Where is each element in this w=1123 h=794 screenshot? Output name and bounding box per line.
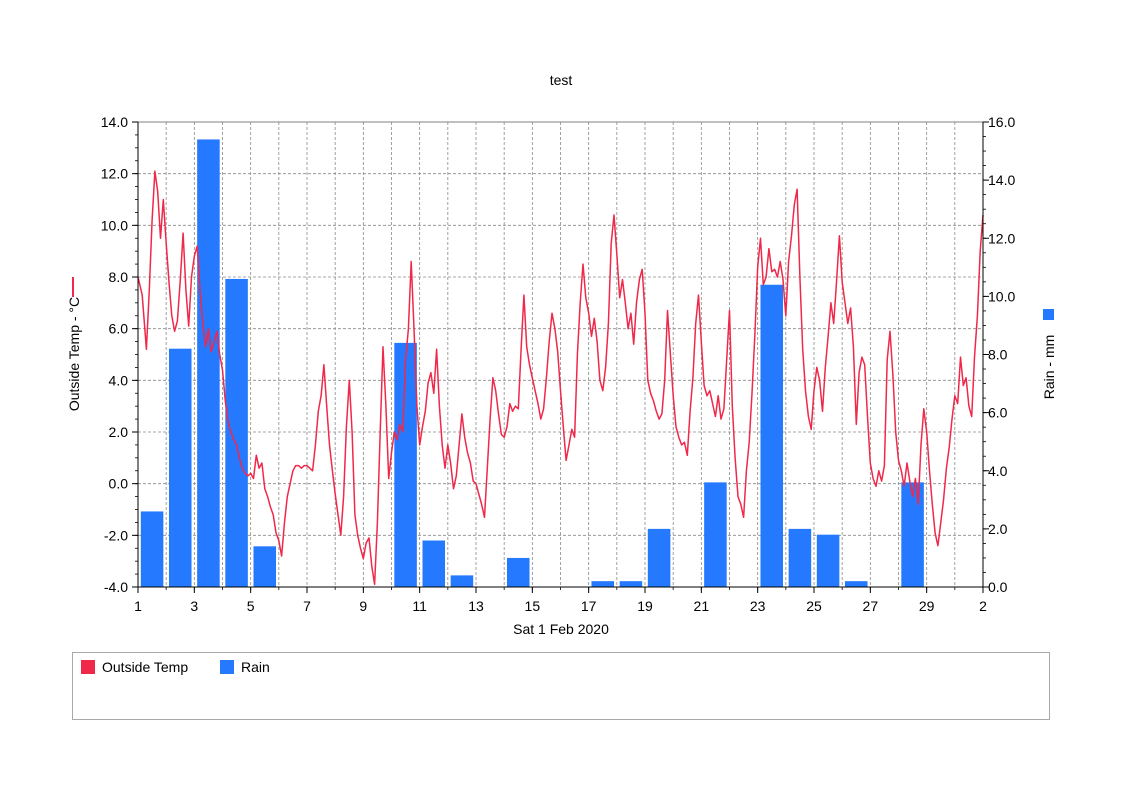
x-tick-label: 7 <box>303 598 311 614</box>
chart-title: test <box>550 72 573 88</box>
y-left-tick-label: 2.0 <box>109 424 129 440</box>
x-tick-label: 1 <box>134 598 142 614</box>
rain-bar <box>901 482 924 587</box>
y-right-tick-label: 8.0 <box>988 347 1008 363</box>
x-tick-label: 27 <box>863 598 879 614</box>
x-tick-label: 19 <box>637 598 653 614</box>
y-left-tick-label: 6.0 <box>109 321 129 337</box>
rain-bar <box>506 557 530 587</box>
y-left-tick-label: -4.0 <box>104 579 128 595</box>
legend-swatch-outside-temp <box>81 660 95 674</box>
y-right-tick-label: 2.0 <box>988 521 1008 537</box>
rain-bar <box>422 540 446 587</box>
rain-bar <box>225 278 248 587</box>
grid <box>138 122 983 587</box>
y-left-axis-label: Outside Temp - °C <box>66 297 82 411</box>
y-right-legend-swatch <box>1043 309 1054 320</box>
x-tick-label: 5 <box>247 598 255 614</box>
y-left-tick-label: -2.0 <box>104 527 128 543</box>
legend-entry-rain: Rain <box>220 659 270 675</box>
y-right-tick-label: 12.0 <box>988 230 1015 246</box>
legend-label-rain: Rain <box>241 659 270 675</box>
rain-bar <box>253 546 277 587</box>
y-left-tick-label: 0.0 <box>109 476 129 492</box>
rain-bar <box>450 575 474 587</box>
x-tick-label: 3 <box>190 598 198 614</box>
y-left-tick-label: 4.0 <box>109 372 129 388</box>
x-tick-label: 13 <box>468 598 484 614</box>
y-right-axis-label: Rain - mm <box>1041 335 1057 400</box>
y-left-tick-label: 14.0 <box>101 114 128 130</box>
rain-bar <box>760 284 784 587</box>
x-tick-label: 17 <box>581 598 597 614</box>
axes <box>132 121 989 593</box>
rain-bar <box>816 534 840 587</box>
x-tick-label: 9 <box>359 598 367 614</box>
rain-bar <box>140 511 164 587</box>
tick-labels: -4.0-2.00.02.04.06.08.010.012.014.00.02.… <box>101 114 1016 614</box>
rain-bar <box>704 482 727 587</box>
rain-bars <box>140 139 924 587</box>
rain-bar <box>168 348 192 587</box>
legend-label-outside-temp: Outside Temp <box>102 659 189 675</box>
rain-bar <box>197 139 220 587</box>
x-tick-label: 23 <box>750 598 766 614</box>
rain-bar <box>619 581 643 587</box>
x-tick-label: 25 <box>806 598 822 614</box>
x-tick-label: 15 <box>525 598 541 614</box>
y-right-tick-label: 6.0 <box>988 405 1008 421</box>
legend: Outside Temp Rain <box>72 652 1050 720</box>
y-right-tick-label: 16.0 <box>988 114 1015 130</box>
outside-temp-line <box>137 170 984 586</box>
rain-bar <box>844 581 868 587</box>
y-left-tick-label: 12.0 <box>101 166 128 182</box>
y-right-tick-label: 0.0 <box>988 579 1008 595</box>
x-tick-label: 11 <box>412 598 427 614</box>
y-right-tick-label: 14.0 <box>988 172 1015 188</box>
rain-bar <box>394 342 417 587</box>
y-left-tick-label: 8.0 <box>109 269 129 285</box>
y-right-tick-label: 10.0 <box>988 288 1015 304</box>
x-tick-label: 21 <box>694 598 710 614</box>
rain-bar <box>591 581 615 587</box>
x-axis-label: Sat 1 Feb 2020 <box>513 621 609 637</box>
x-tick-label: 2 <box>979 598 987 614</box>
y-right-tick-label: 4.0 <box>988 463 1008 479</box>
x-tick-label: 29 <box>919 598 935 614</box>
y-left-tick-label: 10.0 <box>101 217 128 233</box>
rain-bar <box>788 528 812 587</box>
legend-entry-outside-temp: Outside Temp <box>81 659 188 675</box>
rain-bar <box>647 528 671 587</box>
legend-swatch-rain <box>220 660 234 674</box>
